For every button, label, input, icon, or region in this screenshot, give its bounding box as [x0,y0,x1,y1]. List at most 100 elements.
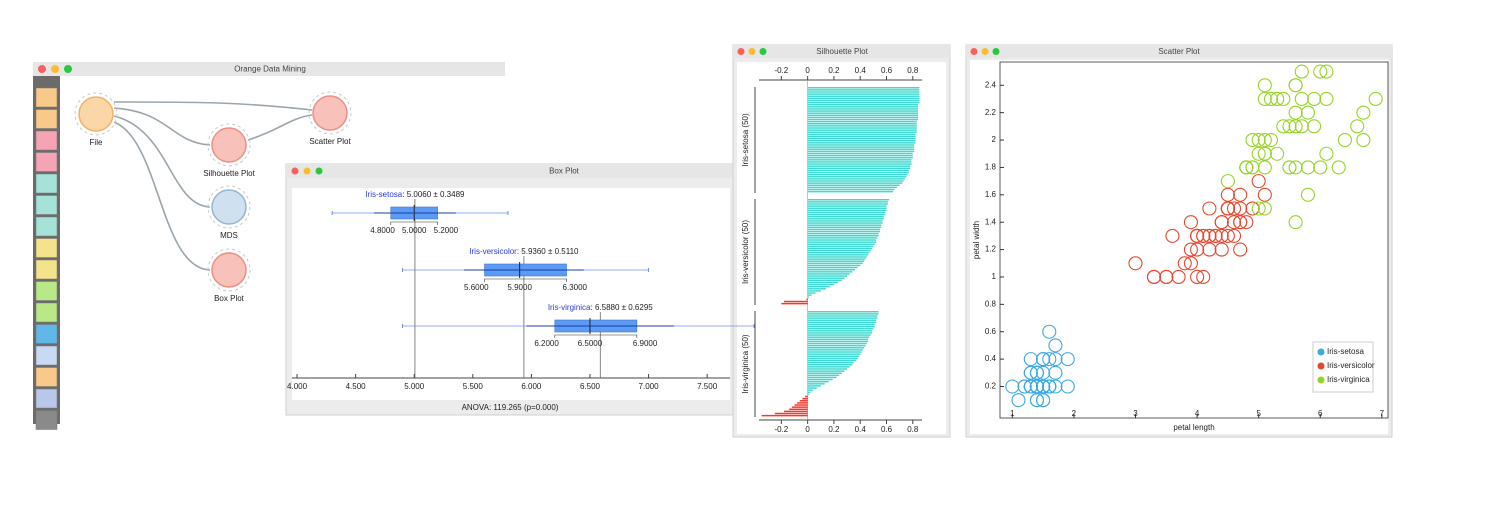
group-stats: : 5.9360 ± 0.5110 [517,247,579,256]
silhouette-bar [807,325,875,328]
silhouette-bar [807,112,919,114]
point [1257,132,1272,148]
silhouette-bar [807,292,816,294]
point [1214,228,1229,243]
widget-node[interactable] [211,252,247,288]
silhouette-window: Silhouette Plot [732,44,951,438]
silhouette-bar [807,190,894,193]
silhouette-bar [807,91,920,93]
close-button[interactable] [291,167,299,175]
point [1220,228,1235,243]
silhouette-bar [807,97,920,100]
toolbox-icon [35,345,58,366]
widget-node[interactable] [211,127,247,163]
silhouette-bar [807,137,916,140]
point [1036,393,1051,408]
point [1251,201,1266,216]
toolbox-icon [35,388,58,409]
minimize-button[interactable] [981,48,989,55]
link [113,107,211,146]
x-tick-label: 7.000 [639,382,660,391]
point [1159,269,1174,285]
silhouette-bar [807,383,825,385]
silhouette-bar [807,317,878,319]
point [1245,132,1260,148]
x-tick-label: 6 [1318,409,1323,418]
silhouette-bar [807,123,917,125]
silhouette-bar [807,323,875,326]
point [1048,338,1063,353]
point [1307,91,1322,107]
link [247,114,313,141]
point [1042,379,1057,394]
close-button[interactable] [38,65,46,73]
silhouette-bar [807,327,874,330]
widget-label: File [90,138,103,147]
silhouette-bar [807,215,884,218]
silhouette-bar [807,271,853,273]
quartile-bracket [390,221,438,225]
point [1220,187,1235,202]
legend-swatch [1317,362,1325,370]
link [113,101,313,111]
point [1177,256,1192,271]
widget-port [74,92,118,136]
widget-node[interactable] [78,96,114,132]
silhouette-bar [807,108,919,110]
widget-node[interactable] [312,95,348,131]
zoom-button[interactable] [992,48,1000,55]
silhouette-bar [794,404,808,406]
point [1313,160,1328,175]
quartile-label: 4.8000 [370,226,395,235]
plot-frame [999,61,1389,419]
group-label: Iris-setosa: 5.0060 ± 0.3489 [365,190,465,199]
point [1257,91,1272,107]
silhouette-bar [807,169,909,172]
widget-node[interactable] [211,189,247,225]
point [1048,365,1063,380]
silhouette-bar [806,298,808,301]
point [1263,132,1279,148]
zoom-button[interactable] [759,48,767,55]
silhouette-bar [807,224,882,226]
point [1257,146,1272,161]
close-button[interactable] [970,48,978,55]
point [1282,119,1297,134]
silhouette-bar [807,355,859,358]
point [1042,352,1057,367]
point [1288,160,1303,175]
toolbox-icon [35,367,58,387]
toolbox-icon [35,259,58,280]
silhouette-bar [807,268,855,271]
point [1023,365,1038,380]
zoom-button[interactable] [315,167,323,175]
silhouette-bar [807,376,837,379]
silhouette-bar [807,167,911,170]
minimize-button[interactable] [748,48,756,55]
x-tick-label: 4.000 [287,382,308,391]
point [1288,215,1303,230]
silhouette-bar [807,285,830,288]
close-button[interactable] [737,48,745,55]
x-tick-label: 5 [1256,409,1261,418]
minimize-button[interactable] [51,65,59,73]
point [1029,379,1045,394]
silhouette-bar [807,178,905,180]
silhouette-bar [807,186,898,189]
zoom-button[interactable] [64,65,72,73]
legend-label: Iris-virginica [1327,375,1370,384]
point [1029,393,1045,408]
silhouette-bar [807,385,821,387]
minimize-button[interactable] [303,167,311,175]
silhouette-bar [805,395,808,398]
group-name: Iris-setosa [365,190,402,199]
point [1042,324,1057,339]
point [1307,119,1322,134]
silhouette-bar [807,188,895,191]
silhouette-bar [807,95,920,97]
point [1356,105,1371,120]
y-tick-label: 0.6 [985,327,997,336]
point [1245,160,1260,175]
quartile-label: 6.5000 [578,339,603,348]
